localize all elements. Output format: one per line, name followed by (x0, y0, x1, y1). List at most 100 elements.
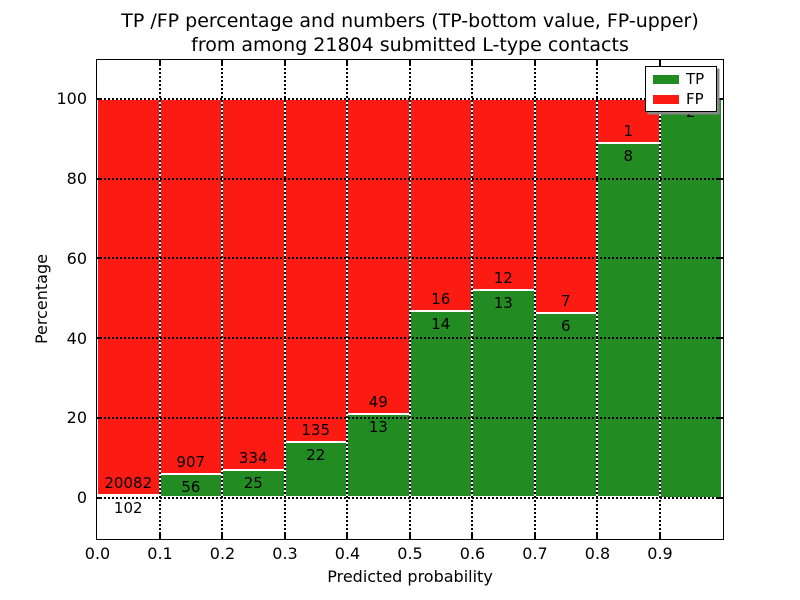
horizontal-gridline (97, 257, 722, 260)
x-tick (346, 60, 348, 65)
x-tick (283, 60, 286, 65)
y-tick (97, 97, 102, 100)
tp-count-label: 8 (623, 147, 634, 166)
x-tick (533, 60, 536, 65)
y-tick (718, 97, 723, 100)
tp-count-label: 13 (493, 294, 513, 313)
vertical-gridline (158, 60, 161, 538)
legend-item-tp: TP (653, 70, 716, 88)
y-tick (97, 496, 102, 499)
x-tick-label: 0.5 (397, 544, 423, 563)
x-tick (221, 60, 223, 65)
fp-bar-segment (222, 98, 285, 470)
x-tick (283, 534, 286, 539)
x-tick-label: 0.8 (584, 544, 611, 563)
y-tick (97, 416, 102, 419)
chart-title-line2: from among 21804 submitted L-type contac… (191, 34, 629, 56)
vertical-gridline (533, 60, 536, 538)
fp-count-label: 49 (368, 392, 388, 411)
tp-count-label: 102 (113, 499, 143, 518)
tp-bar-segment (409, 311, 472, 498)
y-tick-label: 100 (56, 89, 87, 109)
tp-bar-segment (659, 98, 722, 498)
horizontal-gridline (97, 496, 722, 499)
y-tick (718, 416, 723, 419)
vertical-gridline (408, 60, 411, 538)
tp-bar-segment (472, 290, 535, 498)
legend: TP FP (645, 66, 717, 112)
legend-item-fp: FP (653, 90, 716, 108)
fp-bar-segment (284, 98, 347, 442)
x-tick-label: 0.9 (647, 544, 673, 563)
vertical-gridline (346, 60, 348, 538)
x-tick-label: 0.1 (147, 544, 173, 563)
y-tick (97, 257, 102, 260)
legend-label-tp: TP (686, 70, 705, 88)
y-tick (718, 257, 723, 260)
chart-title: TP /FP percentage and numbers (TP-bottom… (97, 9, 723, 57)
x-tick (158, 60, 161, 65)
x-tick-label: 0.4 (334, 544, 361, 563)
fp-bar-segment (534, 98, 597, 314)
chart-title-line1: TP /FP percentage and numbers (TP-bottom… (121, 10, 699, 32)
y-tick-label: 20 (66, 408, 87, 428)
x-tick (221, 534, 223, 539)
tp-swatch-icon (653, 74, 679, 84)
tp-bar-segment (597, 143, 660, 498)
fp-swatch-icon (653, 94, 679, 104)
y-tick-label: 60 (66, 248, 87, 268)
vertical-gridline (221, 60, 223, 538)
vertical-gridline (471, 60, 473, 538)
y-tick (97, 337, 102, 339)
x-tick (346, 534, 348, 539)
tp-bar-segment (534, 313, 597, 498)
x-tick-label: 0.0 (84, 544, 111, 563)
x-tick (158, 534, 161, 539)
vertical-gridline (283, 60, 286, 538)
x-tick-label: 0.2 (209, 544, 236, 563)
vertical-gridline (596, 60, 598, 538)
horizontal-gridline (97, 416, 722, 419)
tp-count-label: 6 (560, 317, 571, 336)
tp-count-label: 22 (306, 445, 326, 464)
x-tick (408, 534, 411, 539)
x-tick (596, 534, 598, 539)
x-tick (658, 60, 661, 65)
fp-count-label: 16 (431, 290, 451, 309)
horizontal-gridline (97, 337, 722, 339)
fp-count-label: 7 (560, 292, 571, 311)
legend-label-fp: FP (686, 90, 704, 108)
fp-bar-segment (97, 98, 160, 496)
vertical-gridline (658, 60, 661, 538)
tp-count-label: 14 (431, 315, 451, 334)
y-tick (718, 177, 723, 180)
horizontal-gridline (97, 177, 722, 180)
fp-bar-segment (472, 98, 535, 291)
x-tick (408, 60, 411, 65)
x-tick (471, 60, 473, 65)
y-axis-label: Percentage (32, 254, 51, 345)
y-tick-label: 80 (66, 169, 87, 188)
y-tick (718, 496, 723, 499)
tp-count-label: 13 (368, 417, 388, 436)
x-tick (596, 60, 598, 65)
fp-count-label: 907 (176, 453, 206, 472)
x-tick-label: 0.7 (522, 544, 548, 563)
x-tick (471, 534, 473, 539)
x-tick (658, 534, 661, 539)
fp-count-label: 1 (623, 122, 634, 141)
plot-area: 2008210290756334251352249131614121376182 (96, 59, 724, 540)
tp-count-label: 56 (181, 478, 201, 497)
x-tick (533, 534, 536, 539)
x-tick-label: 0.3 (272, 544, 298, 563)
x-axis-label: Predicted probability (327, 567, 493, 586)
fp-count-label: 334 (238, 448, 268, 467)
fp-count-label: 20082 (104, 474, 153, 493)
tp-count-label: 25 (243, 473, 263, 492)
y-tick-label: 0 (76, 488, 87, 507)
fp-bar-segment (409, 98, 472, 312)
x-tick-label: 0.6 (459, 544, 486, 563)
y-tick (97, 177, 102, 180)
fp-count-label: 135 (301, 420, 331, 439)
